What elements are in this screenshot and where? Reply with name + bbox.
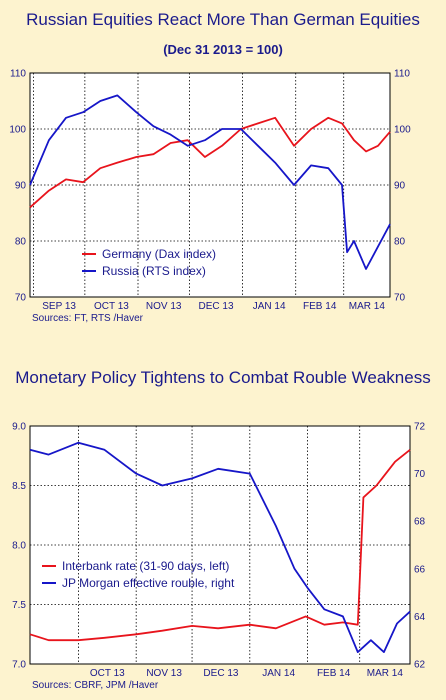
chart1-x-tick-label: NOV 13 — [146, 301, 182, 312]
chart2-legend-label: Interbank rate (31-90 days, left) — [62, 559, 229, 573]
chart1-y-tick-label-right: 80 — [394, 237, 406, 248]
chart1-legend-label: Russia (RTS index) — [102, 264, 206, 278]
chart2-y-tick-label-left: 7.5 — [12, 600, 26, 611]
chart2-x-tick-label: NOV 13 — [146, 668, 182, 679]
chart1-x-tick-label: JAN 14 — [253, 301, 286, 312]
chart2-legend-label: JP Morgan effective rouble, right — [62, 576, 235, 590]
chart1-x-tick-label: MAR 14 — [349, 301, 386, 312]
chart2-y-tick-label-right: 62 — [414, 660, 426, 671]
chart2-series-line-1 — [29, 449, 411, 642]
chart1-x-tick-label: OCT 13 — [94, 301, 129, 312]
chart1-y-tick-label-right: 100 — [394, 125, 411, 136]
chart2-y-tick-label-left: 7.0 — [12, 660, 26, 671]
chart1-y-tick-label-right: 90 — [394, 181, 406, 192]
chart1-y-tick-label-left: 100 — [9, 125, 26, 136]
chart2-x-tick-label: OCT 13 — [90, 668, 125, 679]
chart1-y-tick-label-left: 70 — [15, 293, 27, 304]
chart2-y-tick-label-left: 8.5 — [12, 481, 26, 492]
chart1-y-tick-label-right: 70 — [394, 293, 406, 304]
chart2-x-tick-label: JAN 14 — [262, 668, 295, 679]
chart1-subtitle: (Dec 31 2013 = 100) — [163, 42, 283, 57]
chart1-x-tick-label: DEC 13 — [198, 301, 233, 312]
chart2-y-tick-label-left: 9.0 — [12, 422, 26, 433]
chart2-y-tick-label-right: 66 — [414, 564, 426, 575]
chart1-series-line-1 — [29, 116, 391, 209]
chart2-title: Monetary Policy Tightens to Combat Roubl… — [15, 368, 431, 387]
chart1-series-line-2 — [29, 94, 391, 270]
chart2-y-tick-label-right: 70 — [414, 469, 426, 480]
chart2-x-tick-label: FEB 14 — [317, 668, 351, 679]
chart1-title: Russian Equities React More Than German … — [26, 10, 420, 29]
chart2-y-tick-label-right: 68 — [414, 517, 426, 528]
chart1-legend-label: Germany (Dax index) — [102, 247, 216, 261]
chart2-y-tick-label-left: 8.0 — [12, 541, 26, 552]
chart2-source: Sources: CBRF, JPM /Haver — [32, 680, 159, 691]
chart2-x-tick-label: MAR 14 — [367, 668, 404, 679]
chart1-source: Sources: FT, RTS /Haver — [32, 313, 144, 324]
chart1-y-tick-label-right: 110 — [394, 69, 410, 80]
chart1-y-tick-label-left: 90 — [15, 181, 27, 192]
chart2-y-tick-label-right: 72 — [414, 422, 426, 433]
chart2-x-tick-label: DEC 13 — [203, 668, 238, 679]
chart1-y-tick-label-left: 80 — [15, 237, 27, 248]
chart1-x-tick-label: FEB 14 — [303, 301, 337, 312]
chart2-series-line-2 — [29, 441, 411, 653]
chart2-y-tick-label-right: 64 — [414, 612, 426, 623]
chart1-x-tick-label: SEP 13 — [42, 301, 76, 312]
chart1-y-tick-label-left: 110 — [10, 69, 26, 80]
